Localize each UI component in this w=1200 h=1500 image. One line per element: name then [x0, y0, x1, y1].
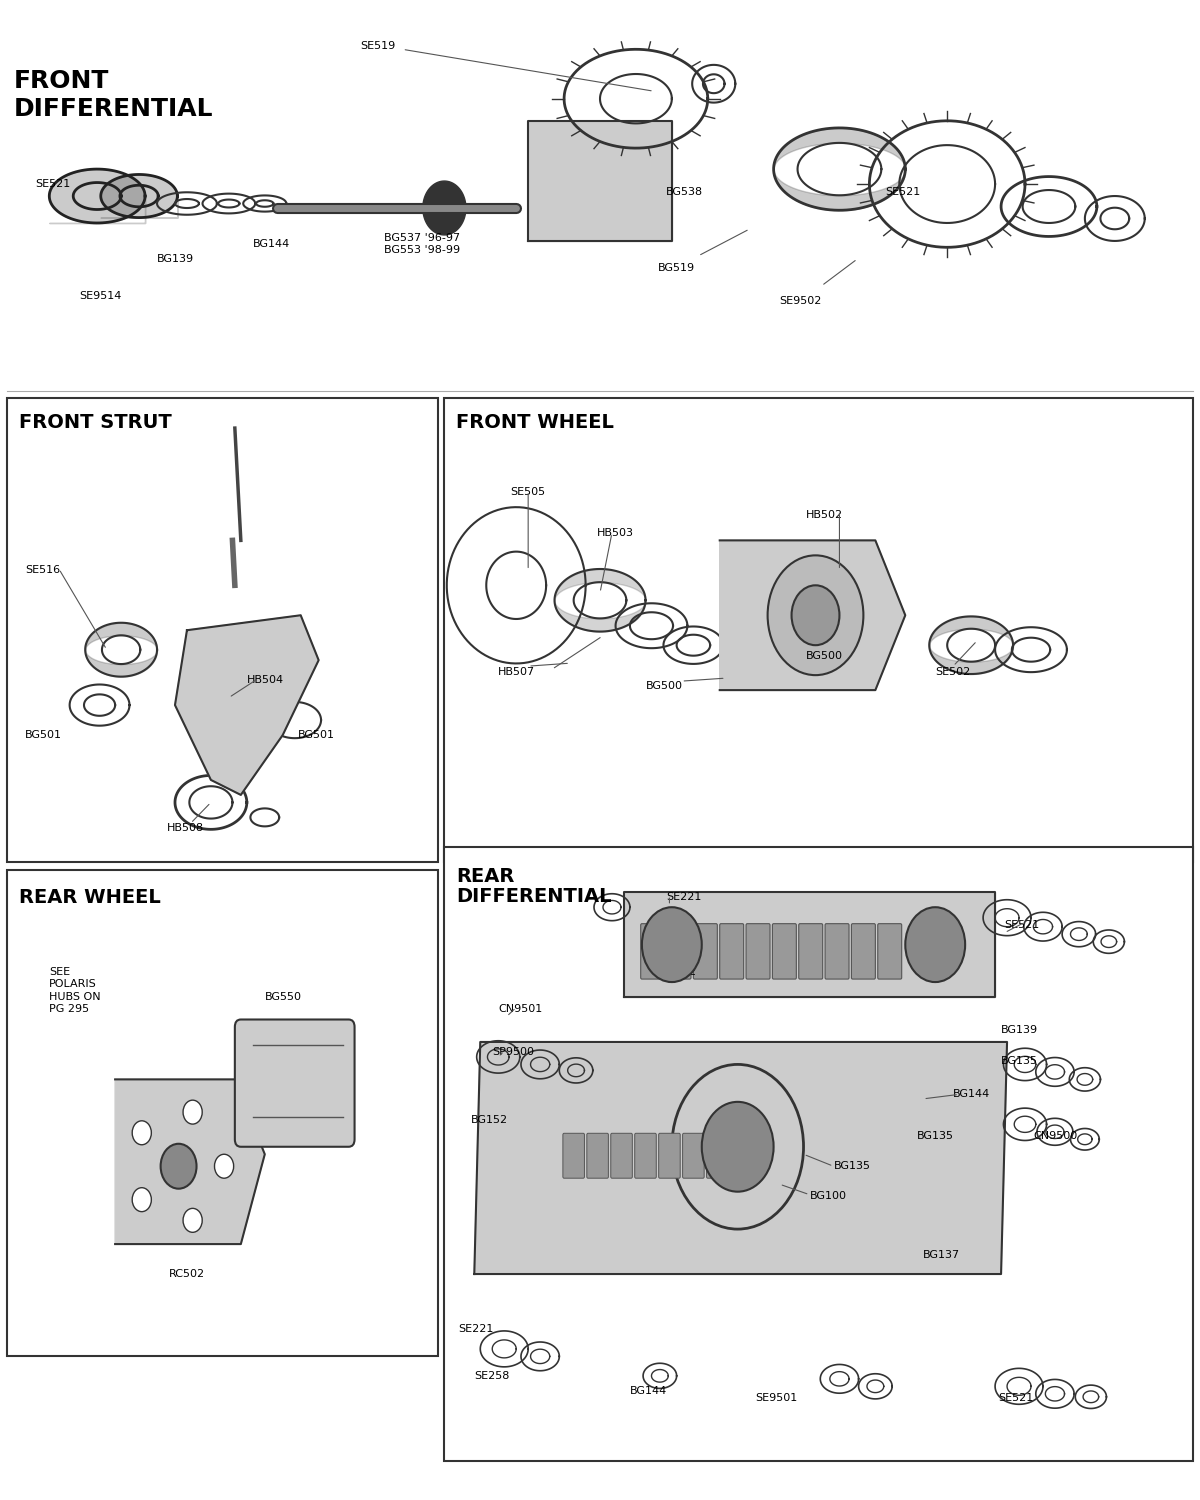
FancyBboxPatch shape — [7, 398, 438, 862]
Text: SE9502: SE9502 — [780, 296, 822, 306]
Polygon shape — [528, 122, 672, 242]
FancyBboxPatch shape — [683, 1134, 704, 1178]
Text: BG144: BG144 — [953, 1089, 990, 1100]
Circle shape — [642, 908, 702, 983]
FancyBboxPatch shape — [235, 1020, 354, 1148]
Text: BG537 '96-97
BG553 '98-99: BG537 '96-97 BG553 '98-99 — [384, 232, 461, 255]
Text: HB507: HB507 — [498, 668, 535, 676]
Text: SE505: SE505 — [510, 488, 545, 498]
Text: SE521: SE521 — [35, 178, 70, 189]
Text: FRONT
DIFFERENTIAL: FRONT DIFFERENTIAL — [13, 69, 212, 120]
FancyBboxPatch shape — [707, 1134, 728, 1178]
FancyBboxPatch shape — [444, 847, 1193, 1461]
Text: SP9500: SP9500 — [492, 1047, 534, 1058]
Text: BG519: BG519 — [658, 262, 695, 273]
Text: SEE
POLARIS
HUBS ON
PG 295: SEE POLARIS HUBS ON PG 295 — [49, 968, 101, 1014]
FancyBboxPatch shape — [773, 924, 797, 980]
Text: BG100: BG100 — [810, 1191, 846, 1202]
FancyBboxPatch shape — [635, 1134, 656, 1178]
Text: BG139: BG139 — [157, 254, 194, 264]
Text: SE521: SE521 — [998, 1394, 1034, 1404]
FancyBboxPatch shape — [826, 924, 850, 980]
Text: SE258: SE258 — [474, 1371, 510, 1382]
Text: HB502: HB502 — [806, 510, 844, 520]
FancyBboxPatch shape — [746, 924, 770, 980]
Text: BG144: BG144 — [253, 238, 290, 249]
Text: SE221: SE221 — [666, 891, 701, 902]
Text: BG137: BG137 — [923, 1250, 960, 1260]
FancyBboxPatch shape — [852, 924, 875, 980]
FancyBboxPatch shape — [731, 1134, 752, 1178]
Text: FRONT STRUT: FRONT STRUT — [19, 413, 172, 432]
Polygon shape — [422, 182, 466, 236]
Text: BG139: BG139 — [1001, 1024, 1038, 1035]
Text: BG135: BG135 — [917, 1131, 954, 1142]
Circle shape — [132, 1120, 151, 1144]
FancyBboxPatch shape — [587, 1134, 608, 1178]
Text: BG500: BG500 — [806, 651, 842, 660]
Text: BG152: BG152 — [470, 1114, 508, 1125]
Text: HB504: HB504 — [247, 675, 284, 684]
Text: SE9501: SE9501 — [756, 1394, 798, 1404]
Text: REAR
DIFFERENTIAL: REAR DIFFERENTIAL — [456, 867, 612, 906]
Circle shape — [702, 1102, 774, 1191]
Text: BG152: BG152 — [660, 966, 697, 976]
Text: CN9500: CN9500 — [1033, 1131, 1078, 1142]
Text: BG144: BG144 — [630, 1386, 667, 1396]
Text: SE519: SE519 — [360, 42, 396, 51]
FancyBboxPatch shape — [720, 924, 744, 980]
Polygon shape — [474, 1042, 1007, 1274]
Text: SE9514: SE9514 — [79, 291, 121, 302]
Text: BG538: BG538 — [666, 186, 703, 196]
Text: REAR WHEEL: REAR WHEEL — [19, 888, 161, 906]
Text: BG135: BG135 — [1001, 1056, 1038, 1066]
Text: FRONT WHEEL: FRONT WHEEL — [456, 413, 614, 432]
Circle shape — [132, 1188, 151, 1212]
Text: SE516: SE516 — [25, 566, 60, 576]
Text: HB508: HB508 — [167, 824, 204, 833]
Circle shape — [184, 1209, 203, 1233]
Text: SE502: SE502 — [935, 668, 971, 676]
Text: BG500: BG500 — [646, 681, 683, 690]
Circle shape — [215, 1155, 234, 1178]
Text: BG550: BG550 — [265, 992, 301, 1002]
FancyBboxPatch shape — [611, 1134, 632, 1178]
Text: HB503: HB503 — [596, 528, 634, 538]
Text: CN9501: CN9501 — [498, 1004, 542, 1014]
Text: BG501: BG501 — [299, 730, 335, 740]
Polygon shape — [175, 615, 319, 795]
FancyBboxPatch shape — [667, 924, 691, 980]
Circle shape — [905, 908, 965, 983]
Polygon shape — [115, 1080, 265, 1244]
FancyBboxPatch shape — [877, 924, 901, 980]
FancyBboxPatch shape — [444, 398, 1193, 862]
FancyBboxPatch shape — [563, 1134, 584, 1178]
Polygon shape — [624, 892, 995, 998]
Text: RC502: RC502 — [169, 1269, 205, 1280]
FancyBboxPatch shape — [7, 870, 438, 1356]
Circle shape — [792, 585, 840, 645]
Text: BG501: BG501 — [25, 730, 62, 740]
FancyBboxPatch shape — [694, 924, 718, 980]
Text: SE521: SE521 — [1004, 920, 1040, 930]
Text: BG135: BG135 — [834, 1161, 870, 1172]
FancyBboxPatch shape — [641, 924, 665, 980]
Text: SE521: SE521 — [884, 186, 920, 196]
Circle shape — [161, 1144, 197, 1188]
Polygon shape — [720, 540, 905, 690]
Text: SE221: SE221 — [458, 1324, 494, 1335]
Circle shape — [768, 555, 863, 675]
FancyBboxPatch shape — [799, 924, 823, 980]
Circle shape — [184, 1100, 203, 1124]
FancyBboxPatch shape — [659, 1134, 680, 1178]
